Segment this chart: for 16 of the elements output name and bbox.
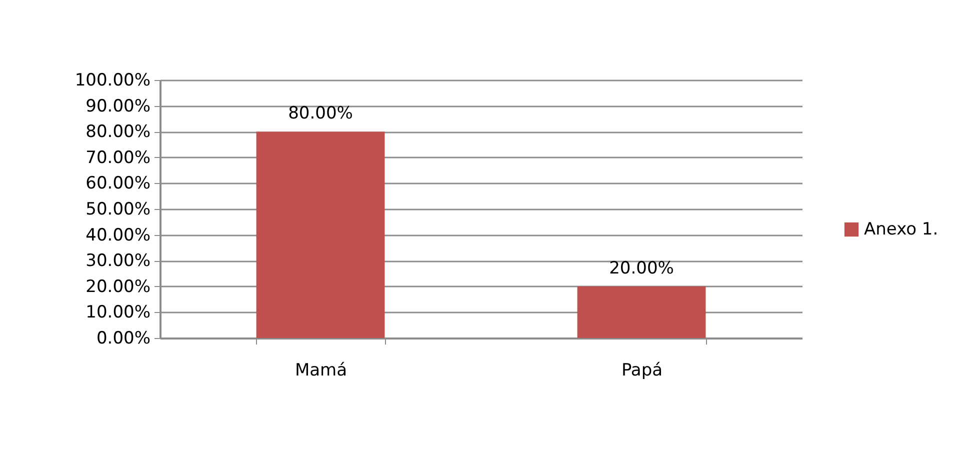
legend-label: Anexo 1. [864, 220, 938, 240]
x-tick-label: Papá [621, 360, 663, 380]
y-tick-label: 80.00% [86, 122, 150, 142]
y-tick-label: 20.00% [86, 276, 150, 297]
y-tick-label: 40.00% [86, 225, 150, 246]
y-tick-label: 30.00% [86, 251, 150, 272]
y-tick-label: 70.00% [86, 148, 150, 168]
y-tick-label: 60.00% [86, 174, 150, 194]
y-tick-label: 100.00% [74, 70, 150, 90]
y-tick-label: 0.00% [96, 328, 150, 348]
data-label: 80.00% [288, 104, 353, 124]
y-tick-label: 90.00% [86, 96, 150, 116]
y-tick-label: 50.00% [86, 200, 150, 220]
y-tick-label: 10.00% [86, 302, 150, 323]
data-label: 20.00% [609, 258, 674, 278]
x-tick-label: Mamá [294, 360, 348, 380]
